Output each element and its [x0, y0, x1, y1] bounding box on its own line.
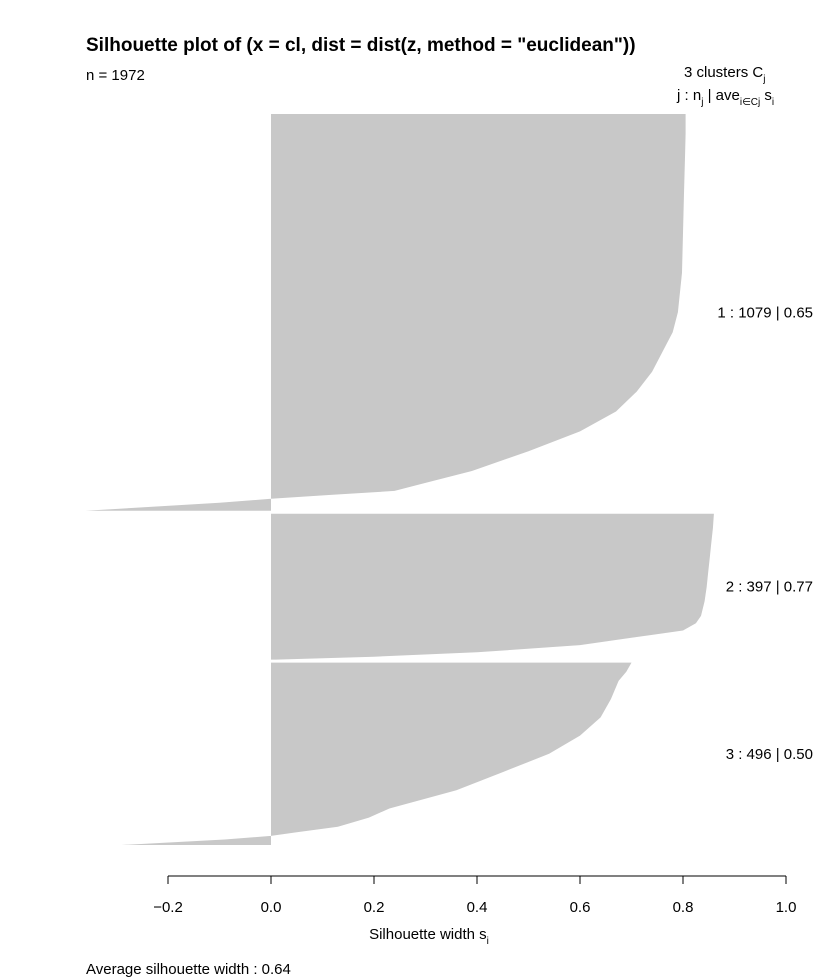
- silhouette-bars: [85, 114, 714, 845]
- average-silhouette-width: Average silhouette width : 0.64: [86, 961, 291, 978]
- x-tick-label: 0.4: [467, 899, 488, 916]
- cluster-labels: 1 : 1079 | 0.65 2 : 397 | 0.77 3 : 496 | 0…: [717, 304, 813, 762]
- cluster-2-bars: [271, 513, 714, 660]
- x-tick-label: 0.0: [261, 899, 282, 916]
- cluster-2-label: 2 : 397 | 0.77: [726, 579, 813, 596]
- x-tick-label: 0.2: [364, 899, 385, 916]
- x-axis: −0.2 0.0 0.2 0.4 0.6 0.8 1.0: [153, 875, 797, 916]
- cluster-1-label: 1 : 1079 | 0.65: [717, 304, 813, 321]
- n-label: n = 1972: [86, 67, 145, 84]
- cluster-3-bars: [121, 662, 632, 845]
- x-tick-label: 1.0: [776, 899, 797, 916]
- chart-title: Silhouette plot of (x = cl, dist = dist(…: [86, 35, 636, 56]
- cluster-1-bars: [85, 114, 686, 511]
- cluster-3-label: 3 : 496 | 0.50: [726, 746, 813, 763]
- x-tick-label: 0.8: [673, 899, 694, 916]
- x-tick-label: −0.2: [153, 899, 183, 916]
- columns-header: j : nj | avei∈Cj si: [676, 87, 774, 108]
- x-tick-label: 0.6: [570, 899, 591, 916]
- clusters-header: 3 clusters Cj: [684, 64, 765, 85]
- x-axis-label: Silhouette width si: [369, 926, 489, 947]
